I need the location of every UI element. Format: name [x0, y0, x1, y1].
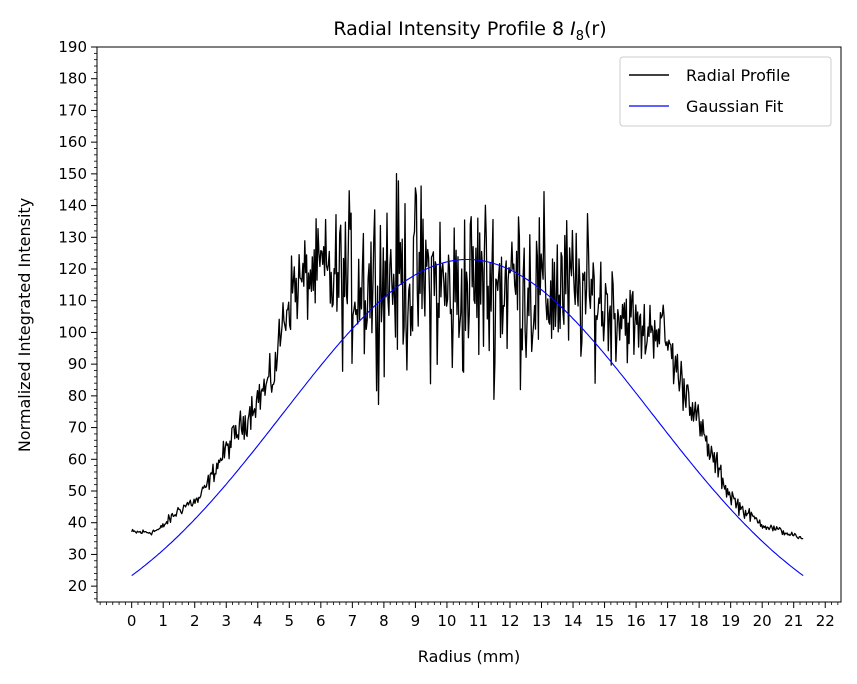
chart-title: Radial Intensity Profile 8 I8(r) — [333, 18, 606, 44]
x-tick-label: 6 — [316, 612, 326, 630]
y-tick-label: 120 — [58, 260, 87, 278]
x-axis-label: Radius (mm) — [418, 647, 520, 666]
y-tick-label: 140 — [58, 197, 87, 215]
y-tick-label: 130 — [58, 228, 87, 246]
x-tick-label: 15 — [595, 612, 614, 630]
x-tick-label: 22 — [816, 612, 835, 630]
x-tick-label: 13 — [532, 612, 551, 630]
x-tick-label: 4 — [253, 612, 263, 630]
y-axis-label: Normalized Integrated Intensity — [15, 198, 34, 452]
y-tick-label: 100 — [58, 323, 87, 341]
y-tick-label: 110 — [58, 292, 87, 310]
y-tick-label: 40 — [68, 514, 87, 532]
y-tick-label: 30 — [68, 545, 87, 563]
y-tick-label: 170 — [58, 101, 87, 119]
x-tick-label: 7 — [348, 612, 358, 630]
plot-area — [131, 172, 804, 577]
x-tick-label: 2 — [190, 612, 200, 630]
x-tick-label: 10 — [437, 612, 456, 630]
y-tick-label: 160 — [58, 133, 87, 151]
y-tick-label: 20 — [68, 577, 87, 595]
y-tick-label: 80 — [68, 387, 87, 405]
x-tick-label: 1 — [158, 612, 168, 630]
x-tick-label: 18 — [690, 612, 709, 630]
series-line-gaussian-fit — [131, 258, 804, 577]
x-tick-label: 9 — [411, 612, 421, 630]
x-tick-label: 5 — [285, 612, 295, 630]
x-tick-label: 17 — [658, 612, 677, 630]
x-tick-label: 19 — [721, 612, 740, 630]
x-tick-label: 12 — [500, 612, 519, 630]
x-tick-label: 16 — [627, 612, 646, 630]
legend-box — [619, 56, 832, 127]
legend-label-gaussian-fit: Gaussian Fit — [686, 97, 783, 116]
y-tick-label: 190 — [58, 38, 87, 56]
y-tick-label: 180 — [58, 70, 87, 88]
x-tick-label: 14 — [563, 612, 582, 630]
legend: Radial Profile Gaussian Fit — [619, 56, 832, 127]
x-tick-label: 20 — [753, 612, 772, 630]
x-tick-label: 0 — [127, 612, 137, 630]
legend-label-radial-profile: Radial Profile — [686, 66, 790, 85]
series-line-radial-profile — [131, 172, 804, 540]
x-tick-label: 21 — [784, 612, 803, 630]
y-tick-label: 150 — [58, 165, 87, 183]
x-axis-ticks: 0 1 2 3 4 5 6 7 8 9 10 11 12 13 14 15 16 17 18 19 20 21 22 — [99, 602, 839, 630]
y-axis-ticks: 20 30 40 50 60 70 80 90 100 110 120 130 140 150 160 170… — [58, 38, 97, 600]
x-tick-label: 8 — [379, 612, 389, 630]
plot-frame — [96, 46, 842, 603]
x-tick-label: 3 — [221, 612, 231, 630]
y-tick-label: 50 — [68, 482, 87, 500]
y-tick-label: 70 — [68, 419, 87, 437]
y-tick-label: 60 — [68, 450, 87, 468]
y-tick-label: 90 — [68, 355, 87, 373]
x-tick-label: 11 — [469, 612, 488, 630]
